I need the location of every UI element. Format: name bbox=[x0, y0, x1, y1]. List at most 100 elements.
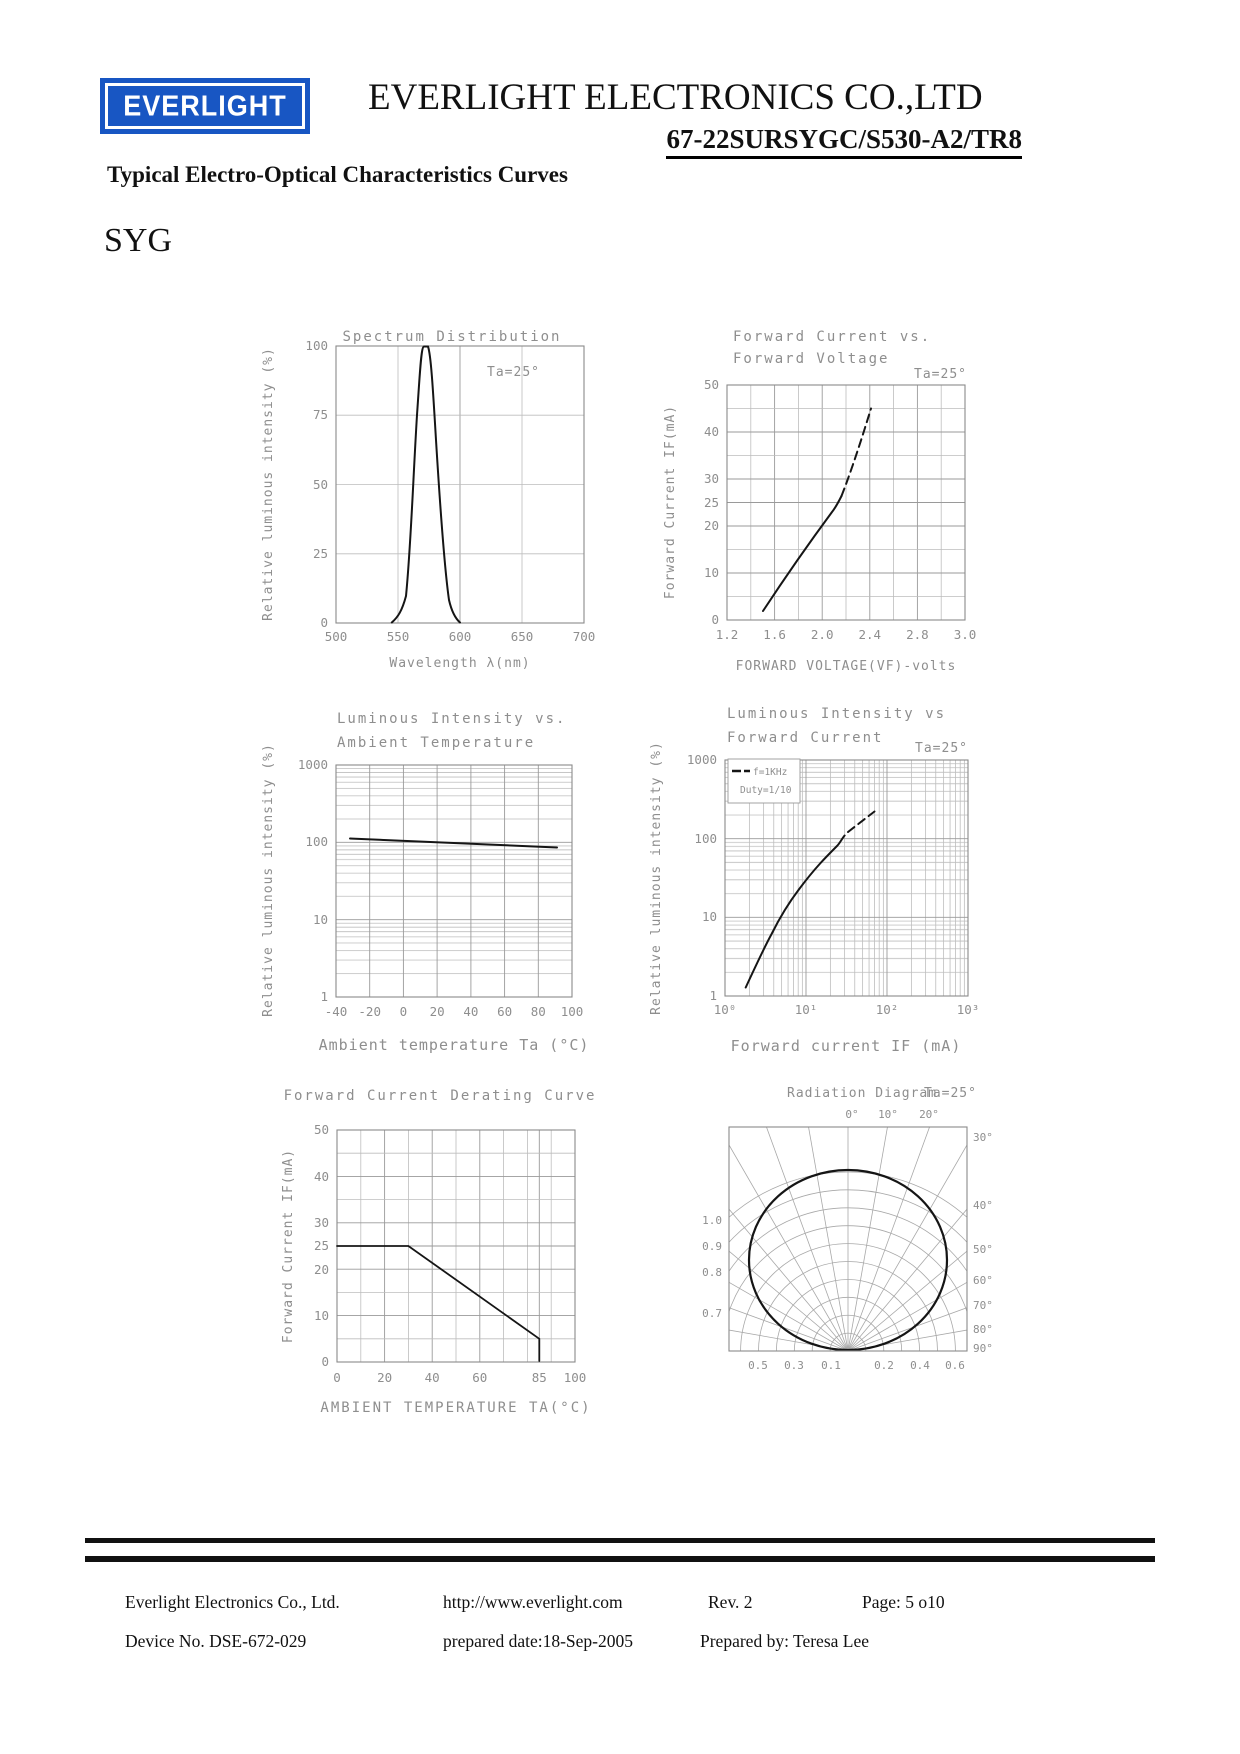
x-tick: -20 bbox=[358, 1004, 381, 1019]
footer-prepared-date: prepared date:18-Sep-2005 bbox=[443, 1631, 633, 1651]
radius-tick: 0.7 bbox=[702, 1307, 722, 1320]
radiation-pattern-curve bbox=[747, 1168, 949, 1351]
x-tick: 550 bbox=[387, 629, 410, 644]
radius-tick: 0.8 bbox=[702, 1266, 722, 1279]
li-ta-curve bbox=[349, 837, 558, 849]
y-tick: 100 bbox=[305, 834, 328, 849]
chart-spectrum-distribution: Spectrum Distribution Ta=25° 100 75 50 2… bbox=[261, 329, 595, 671]
angle-tick: 90° bbox=[973, 1342, 993, 1355]
footer-device-number: Device No. DSE-672-029 bbox=[125, 1631, 307, 1651]
y-axis: 50 40 30 25 20 10 0 Forward Current IF(m… bbox=[281, 1122, 329, 1369]
legend-label-frequency: f=1KHz bbox=[753, 767, 787, 778]
angle-tick: 50° bbox=[973, 1243, 993, 1256]
everlight-logo-text: EVERLIGHT bbox=[123, 89, 287, 122]
iv-curve-solid bbox=[762, 495, 843, 612]
radius-tick: 0.3 bbox=[784, 1359, 804, 1372]
y-tick: 30 bbox=[704, 471, 719, 486]
x-tick: 600 bbox=[449, 629, 472, 644]
ta-annotation: Ta=25° bbox=[924, 1086, 977, 1101]
angle-tick: 20° bbox=[919, 1108, 939, 1121]
x-tick: 2.0 bbox=[811, 627, 834, 642]
x-tick: 40 bbox=[425, 1370, 440, 1385]
chart-forward-current-vs-voltage: Forward Current vs. Forward Voltage Ta=2… bbox=[663, 329, 976, 674]
x-tick: 2.4 bbox=[859, 627, 882, 642]
x-tick: 40 bbox=[463, 1004, 478, 1019]
chart-luminous-intensity-vs-current: Luminous Intensity vs Forward Current Ta… bbox=[649, 706, 979, 1055]
y-axis: 1000 100 10 1 Relative luminous intensit… bbox=[649, 741, 717, 1015]
x-axis: 1.2 1.6 2.0 2.4 2.8 3.0 FORWARD VOLTAGE(… bbox=[716, 627, 977, 674]
x-tick: 650 bbox=[511, 629, 534, 644]
y-tick: 1000 bbox=[298, 757, 328, 772]
y-axis-label: Forward Current IF(mA) bbox=[663, 405, 678, 599]
x-tick: 10⁰ bbox=[714, 1002, 737, 1017]
y-tick: 50 bbox=[314, 1122, 329, 1137]
gridlines bbox=[335, 764, 573, 998]
chart-title: Luminous Intensity vs bbox=[727, 706, 946, 722]
chart-title-line2: Forward Voltage bbox=[733, 351, 889, 367]
gridlines bbox=[336, 1129, 576, 1363]
x-axis-label: Ambient temperature Ta (°C) bbox=[319, 1036, 590, 1054]
gridlines bbox=[335, 345, 585, 624]
x-tick: 1.6 bbox=[763, 627, 786, 642]
y-axis-label: Relative luminous intensity (%) bbox=[261, 743, 276, 1017]
angle-tick: 70° bbox=[973, 1299, 993, 1312]
y-tick: 0 bbox=[321, 1354, 329, 1369]
li-if-curve-solid bbox=[744, 834, 846, 989]
derating-curve bbox=[336, 1245, 541, 1362]
footer-revision: Rev. 2 bbox=[708, 1592, 753, 1612]
radius-tick: 0.5 bbox=[748, 1359, 768, 1372]
footer-page-number: Page: 5 o10 bbox=[862, 1592, 945, 1612]
angle-labels-right: 30° 40° 50° 60° 70° 80° 90° bbox=[973, 1131, 993, 1355]
y-tick: 75 bbox=[313, 407, 328, 422]
y-tick: 50 bbox=[313, 477, 328, 492]
x-tick: 20 bbox=[377, 1370, 392, 1385]
radius-tick: 0.6 bbox=[945, 1359, 965, 1372]
chart-title-line2: Ambient Temperature bbox=[337, 735, 535, 751]
x-tick: 0 bbox=[400, 1004, 408, 1019]
y-tick: 20 bbox=[704, 518, 719, 533]
part-number: 67-22SURSYGC/S530-A2/TR8 bbox=[666, 124, 1022, 159]
chart-title: Forward Current vs. bbox=[733, 329, 931, 345]
y-axis: 1000 100 10 1 Relative luminous intensit… bbox=[261, 743, 328, 1017]
charts-canvas: Spectrum Distribution Ta=25° 100 75 50 2… bbox=[261, 329, 993, 1416]
x-tick: 85 bbox=[532, 1370, 547, 1385]
chart-derating-curve: Forward Current Derating Curve 50 bbox=[281, 1088, 594, 1416]
x-axis-label: FORWARD VOLTAGE(VF)-volts bbox=[736, 659, 957, 674]
spectrum-curve bbox=[390, 345, 461, 624]
y-tick: 1000 bbox=[687, 752, 717, 767]
x-tick: 10¹ bbox=[795, 1002, 818, 1017]
radius-tick: 0.1 bbox=[821, 1359, 841, 1372]
radius-tick: 0.2 bbox=[874, 1359, 894, 1372]
x-tick: 500 bbox=[325, 629, 348, 644]
chart-luminous-intensity-vs-temperature: Luminous Intensity vs. Ambient Temperatu… bbox=[261, 711, 590, 1054]
x-axis-label: Wavelength λ(nm) bbox=[389, 656, 530, 671]
company-name: EVERLIGHT ELECTRONICS CO.,LTD bbox=[368, 77, 983, 118]
polar-grid-border bbox=[728, 1126, 968, 1352]
ta-annotation: Ta=25° bbox=[487, 365, 540, 380]
y-tick: 10 bbox=[702, 909, 717, 924]
y-tick: 30 bbox=[314, 1215, 329, 1230]
x-axis-label: AMBIENT TEMPERATURE TA(°C) bbox=[320, 1400, 591, 1416]
footer-website: http://www.everlight.com bbox=[443, 1592, 623, 1612]
footer-prepared-by: Prepared by: Teresa Lee bbox=[700, 1631, 869, 1651]
radius-labels-bottom: 0.5 0.3 0.1 0.2 0.4 0.6 bbox=[748, 1359, 965, 1372]
radius-tick: 1.0 bbox=[702, 1214, 722, 1227]
angle-labels-top: 0° 10° 20° bbox=[845, 1108, 939, 1121]
x-axis: 0 20 40 60 85 100 AMBIENT TEMPERATURE TA… bbox=[320, 1370, 591, 1416]
ta-annotation: Ta=25° bbox=[915, 741, 968, 756]
y-axis: 100 75 50 25 0 Relative luminous intensi… bbox=[261, 338, 328, 630]
y-tick: 100 bbox=[305, 338, 328, 353]
y-tick: 1 bbox=[709, 988, 717, 1003]
footer-rule-1 bbox=[85, 1538, 1155, 1543]
x-tick: 100 bbox=[561, 1004, 584, 1019]
angle-tick: 80° bbox=[973, 1323, 993, 1336]
angle-tick: 60° bbox=[973, 1274, 993, 1287]
x-tick: 100 bbox=[564, 1370, 587, 1385]
x-tick: 20 bbox=[430, 1004, 445, 1019]
x-axis-label: Forward current IF (mA) bbox=[731, 1037, 962, 1055]
page-title: Typical Electro-Optical Characteristics … bbox=[107, 162, 568, 187]
x-tick: 700 bbox=[573, 629, 596, 644]
y-tick: 10 bbox=[314, 1308, 329, 1323]
y-tick: 25 bbox=[313, 546, 328, 561]
y-axis-label: Relative luminous intensity (%) bbox=[261, 347, 276, 621]
